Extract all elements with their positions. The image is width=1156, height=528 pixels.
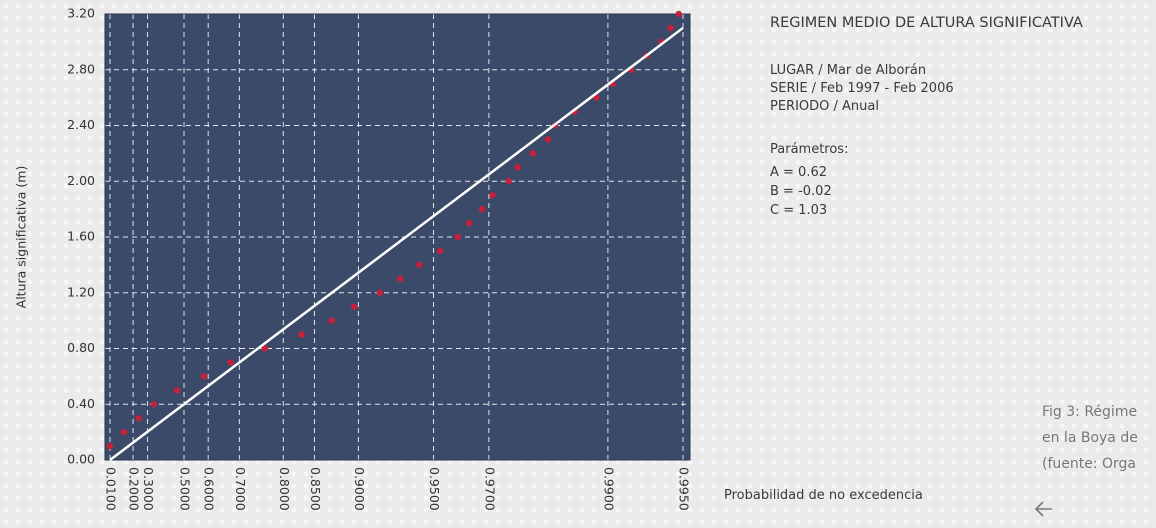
data-point — [437, 247, 444, 255]
data-point — [454, 233, 461, 241]
parameters-heading: Parámetros: — [770, 142, 848, 157]
y-tick-label: 0.80 — [67, 340, 95, 355]
data-point — [200, 373, 208, 380]
y-tick-label: 0.00 — [67, 452, 95, 467]
data-point — [120, 428, 128, 436]
fit-line — [109, 26, 684, 461]
chart-title: REGIMEN MEDIO DE ALTURA SIGNIFICATIVA — [770, 15, 1083, 31]
x-tick-label: 0.7000 — [233, 467, 248, 511]
data-point — [514, 164, 521, 171]
y-tick-label: 1.20 — [67, 284, 95, 299]
data-point — [489, 191, 496, 199]
caption-line: Fig 3: Régime — [1042, 404, 1137, 420]
data-point — [376, 289, 384, 296]
x-tick-label: 0.8500 — [308, 467, 323, 511]
y-tick-label: 0.40 — [67, 396, 95, 411]
data-point — [328, 317, 335, 324]
x-tick-label: 0.9000 — [352, 467, 367, 511]
x-tick-label: 0.5000 — [178, 467, 193, 511]
x-axis-label: Probabilidad de no excedencia — [724, 488, 923, 503]
data-point — [261, 345, 269, 352]
data-point — [478, 205, 486, 213]
y-tick-label: 2.00 — [67, 173, 95, 188]
info-line: SERIE / Feb 1997 - Feb 2006 — [770, 81, 954, 96]
x-tick-label: 0.9950 — [677, 467, 692, 511]
parameter: C = 1.03 — [770, 203, 827, 218]
data-point — [667, 24, 674, 32]
x-tick-label: 0.8000 — [277, 467, 292, 511]
data-point — [173, 387, 181, 394]
data-point — [298, 331, 305, 338]
y-tick-label: 2.80 — [67, 61, 95, 76]
info-line: LUGAR / Mar de Alborán — [770, 63, 926, 78]
parameter: B = -0.02 — [770, 184, 832, 199]
data-point — [150, 401, 158, 408]
x-tick-label: 0.9900 — [601, 467, 616, 511]
data-point — [396, 275, 404, 283]
x-tick-label: 0.9500 — [427, 467, 442, 511]
plot-border — [104, 13, 691, 461]
x-tick-label: 0.6000 — [202, 467, 217, 511]
data-point — [544, 136, 552, 143]
caption-line: en la Boya de — [1042, 430, 1138, 446]
x-tick-label: 0.3000 — [141, 467, 156, 511]
data-point — [675, 10, 682, 18]
data-point — [106, 442, 114, 450]
x-tick-label: 0.9700 — [482, 467, 497, 511]
x-tick-label: 0.2000 — [127, 467, 142, 511]
info-line: PERIODO / Anual — [770, 99, 879, 114]
data-point — [135, 414, 142, 422]
y-axis-label: Altura significativa (m) — [14, 166, 29, 309]
data-point — [593, 94, 600, 101]
back-arrow[interactable] — [1034, 501, 1052, 517]
data-point — [350, 303, 358, 310]
caption-line: (fuente: Orga — [1042, 456, 1136, 472]
data-point — [465, 219, 473, 227]
parameter: A = 0.62 — [770, 165, 827, 180]
y-tick-label: 2.40 — [67, 117, 95, 132]
y-tick-label: 3.20 — [67, 6, 95, 21]
data-point — [505, 178, 512, 185]
data-point — [416, 261, 423, 269]
y-tick-label: 1.60 — [67, 229, 95, 244]
data-point — [529, 150, 536, 157]
x-tick-label: 0.0100 — [104, 467, 119, 511]
data-point — [227, 359, 234, 366]
